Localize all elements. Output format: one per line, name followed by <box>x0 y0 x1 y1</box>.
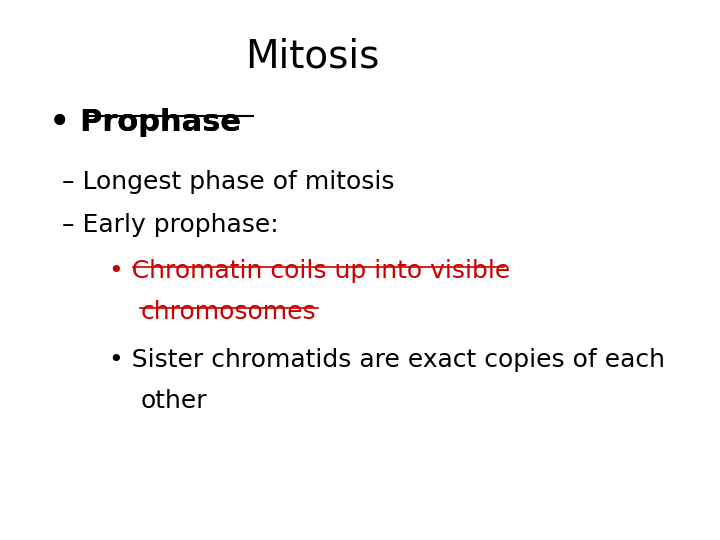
Text: Mitosis: Mitosis <box>245 38 379 76</box>
Text: other: other <box>140 389 207 413</box>
Text: chromosomes: chromosomes <box>140 300 316 323</box>
Text: • Sister chromatids are exact copies of each: • Sister chromatids are exact copies of … <box>109 348 665 372</box>
Text: • Prophase: • Prophase <box>50 108 241 137</box>
Text: – Early prophase:: – Early prophase: <box>63 213 279 237</box>
Text: • Prophase: • Prophase <box>50 108 241 137</box>
Text: • Chromatin coils up into visible: • Chromatin coils up into visible <box>109 259 510 283</box>
Text: – Longest phase of mitosis: – Longest phase of mitosis <box>63 170 395 194</box>
